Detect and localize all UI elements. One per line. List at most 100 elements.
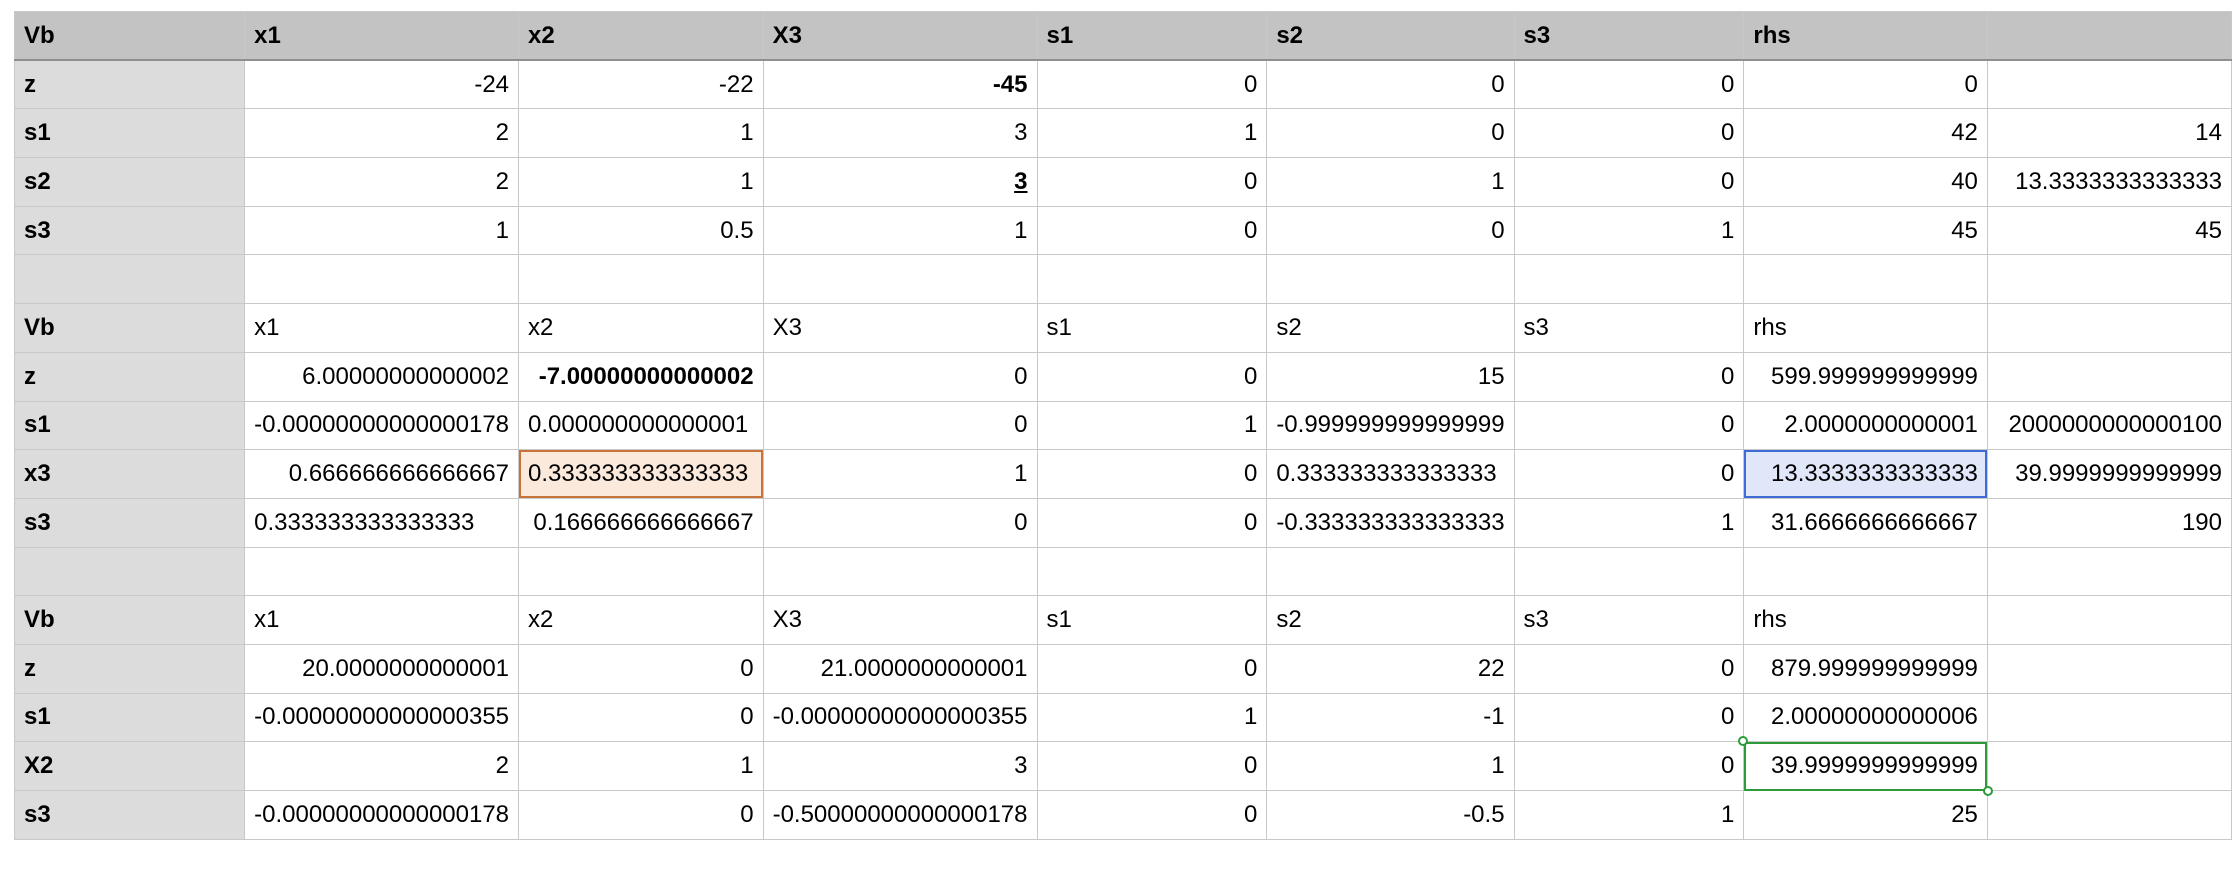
cell[interactable]: x1 [244, 595, 520, 645]
cell[interactable]: 39.9999999999999 [1986, 449, 2232, 499]
cell[interactable]: 0 [1513, 643, 1745, 694]
cell[interactable]: 0 [1266, 205, 1515, 256]
cell[interactable]: 3 [762, 108, 1038, 159]
row-header-cell[interactable]: s3 [13, 790, 246, 840]
cell[interactable]: 0 [1513, 741, 1745, 791]
cell[interactable]: 0 [1513, 108, 1745, 159]
cell[interactable]: 0 [1513, 400, 1745, 451]
cell[interactable]: s3 [1513, 595, 1745, 645]
header-cell-x2[interactable]: x2 [518, 11, 764, 62]
cell[interactable]: 1 [1513, 205, 1745, 256]
cell[interactable]: 1 [518, 157, 764, 207]
cell[interactable]: -0.5 [1266, 790, 1515, 840]
cell[interactable]: 0 [1036, 351, 1268, 402]
cell[interactable]: s1 [1036, 303, 1268, 353]
row-header-cell[interactable]: s2 [13, 157, 246, 207]
cell[interactable]: 0.166666666666667 [518, 497, 764, 548]
cell[interactable]: x1 [244, 303, 520, 353]
cell[interactable]: 0 [1513, 157, 1745, 207]
cell[interactable] [762, 546, 1038, 597]
cell[interactable]: 14 [1986, 108, 2232, 159]
cell[interactable] [1986, 595, 2232, 645]
row-header-cell[interactable]: x3 [13, 449, 246, 499]
row-header-cell[interactable]: s1 [13, 108, 246, 159]
header-cell-s3[interactable]: s3 [1513, 11, 1745, 62]
header-cell-vb[interactable]: Vb [13, 11, 246, 62]
row-header-cell[interactable]: X2 [13, 741, 246, 791]
cell[interactable] [1986, 303, 2232, 353]
row-header-cell[interactable]: z [13, 351, 246, 402]
cell[interactable]: 0 [1036, 741, 1268, 791]
row-header-cell[interactable]: Vb [13, 595, 246, 645]
cell[interactable]: 0 [1036, 497, 1268, 548]
cell[interactable]: 2000000000000100 [1986, 400, 2232, 451]
cell[interactable] [518, 546, 764, 597]
cell[interactable]: 879.999999999999 [1743, 643, 1988, 694]
cell[interactable]: 2.0000000000001 [1743, 400, 1988, 451]
cell[interactable]: -0.00000000000000355 [244, 692, 520, 743]
cell[interactable]: 45 [1986, 205, 2232, 256]
pivot-column-cell[interactable]: -7.00000000000002 [518, 351, 764, 402]
cell[interactable]: 0 [1513, 449, 1745, 499]
row-header-cell[interactable]: z [13, 59, 246, 110]
cell[interactable]: 1 [1036, 400, 1268, 451]
header-cell-ratio[interactable] [1986, 11, 2232, 62]
selected-cell[interactable]: 39.9999999999999 [1738, 736, 1993, 796]
highlighted-cell[interactable]: 0.333333333333333 [518, 449, 764, 499]
cell[interactable] [1986, 546, 2232, 597]
cell[interactable]: -22 [518, 59, 764, 110]
cell[interactable]: 22 [1266, 643, 1515, 694]
cell[interactable]: 0 [1513, 692, 1745, 743]
cell[interactable] [1986, 59, 2232, 110]
cell[interactable]: X3 [762, 303, 1038, 353]
cell[interactable]: 0 [1513, 59, 1745, 110]
cell[interactable]: 1 [518, 741, 764, 791]
cell[interactable]: 0 [1513, 351, 1745, 402]
selection-handle-top-left[interactable] [1738, 736, 1749, 747]
cell[interactable] [1743, 254, 1988, 305]
cell[interactable]: 1 [1513, 497, 1745, 548]
cell[interactable]: 0 [1266, 108, 1515, 159]
row-header-cell[interactable] [13, 254, 246, 305]
cell[interactable]: 0.333333333333333 [1266, 449, 1515, 499]
cell[interactable]: 15 [1266, 351, 1515, 402]
cell[interactable]: 0 [1036, 157, 1268, 207]
cell[interactable] [1986, 692, 2232, 743]
cell[interactable]: 6.00000000000002 [244, 351, 520, 402]
cell[interactable]: 1 [762, 205, 1038, 256]
cell[interactable]: 0 [762, 497, 1038, 548]
cell[interactable]: 25 [1743, 790, 1988, 840]
row-header-cell[interactable]: Vb [13, 303, 246, 353]
cell[interactable]: 1 [518, 108, 764, 159]
cell[interactable] [518, 254, 764, 305]
cell[interactable]: rhs [1743, 303, 1988, 353]
row-header-cell[interactable] [13, 546, 246, 597]
cell[interactable]: 190 [1986, 497, 2232, 548]
pivot-column-cell[interactable]: -45 [762, 59, 1038, 110]
cell[interactable]: X3 [762, 595, 1038, 645]
cell[interactable] [1036, 254, 1268, 305]
row-header-cell[interactable]: s3 [13, 205, 246, 256]
cell[interactable]: -0.999999999999999 [1266, 400, 1515, 451]
cell[interactable]: 0 [518, 692, 764, 743]
cell[interactable]: 3 [762, 741, 1038, 791]
selection-handle-bottom-right[interactable] [1982, 786, 1993, 796]
cell[interactable]: 0 [1743, 59, 1988, 110]
cell[interactable]: 0 [1036, 59, 1268, 110]
cell[interactable] [1513, 254, 1745, 305]
cell[interactable]: 0 [762, 351, 1038, 402]
referenced-cell[interactable]: 13.3333333333333 [1743, 449, 1988, 499]
cell[interactable]: 20.0000000000001 [244, 643, 520, 694]
header-cell-x3[interactable]: X3 [762, 11, 1038, 62]
cell[interactable]: 31.6666666666667 [1743, 497, 1988, 548]
cell[interactable]: x2 [518, 595, 764, 645]
cell[interactable]: 1 [1266, 741, 1515, 791]
cell[interactable]: 42 [1743, 108, 1988, 159]
cell[interactable]: 1 [1266, 157, 1515, 207]
cell[interactable]: 599.999999999999 [1743, 351, 1988, 402]
cell[interactable]: rhs [1743, 595, 1988, 645]
cell[interactable]: -24 [244, 59, 520, 110]
cell[interactable]: 2.00000000000006 [1743, 692, 1988, 743]
cell[interactable] [1986, 351, 2232, 402]
cell[interactable]: 40 [1743, 157, 1988, 207]
